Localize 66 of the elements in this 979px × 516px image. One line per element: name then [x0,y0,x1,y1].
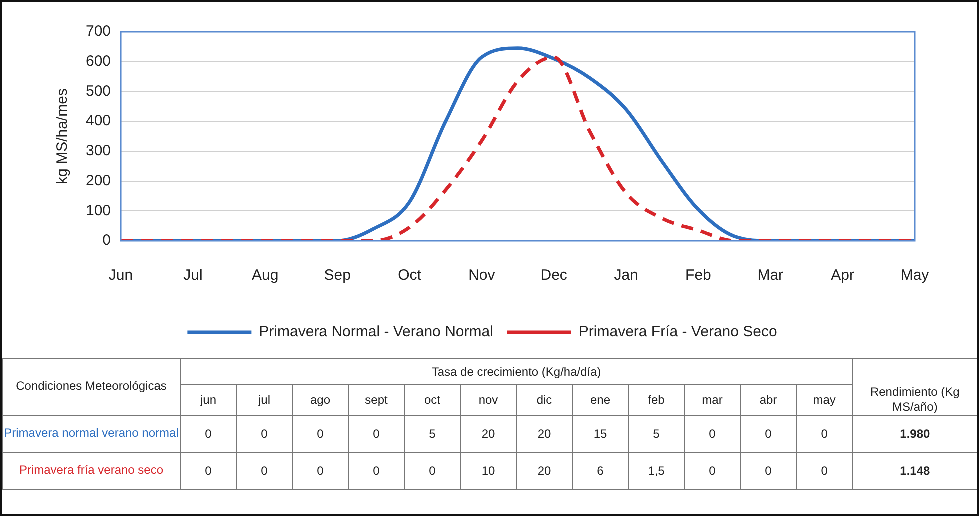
y-tick-label: Primavera fría verano seco [2,452,180,489]
data-label: 20 [516,452,572,489]
data-label: 0 [348,452,404,489]
data-label: 20 [460,415,516,452]
x-tick-label: Feb [686,267,712,284]
data-label: 0 [236,415,292,452]
x-tick-label: Jul [184,267,203,284]
y-axis-title: kg MS/ha/mes [54,88,72,184]
y-axis-title: Condiciones Meteorológicas [2,358,180,415]
y-tick-label: 700 [86,23,112,40]
x-tick-label: Jun [108,267,134,284]
x-tick-label: Oct [398,267,422,284]
x-tick-label: Apr [831,267,854,284]
x-tick-label: abr [740,384,796,415]
data-label: 0 [740,452,796,489]
x-tick-label: Rendimiento (Kg MS/año) [852,384,978,415]
y-tick-label: Primavera normal verano normal [2,415,180,452]
y-tick-label: 300 [86,142,112,160]
data-label: 15 [572,415,628,452]
legend-label: Primavera Fría - Verano Seco [578,324,778,341]
x-tick-label: may [796,384,853,415]
x-tick-label: dic [516,384,572,415]
x-tick-label: May [900,267,930,284]
data-label: 0 [740,415,796,452]
data-label: 0 [404,452,460,489]
y-tick-label: 400 [86,112,112,130]
x-axis-title: Tasa de crecimiento (Kg/ha/día) [180,358,853,384]
data-label: 0 [684,415,740,452]
data-label: 1.148 [852,452,978,489]
data-label: 0 [180,415,236,452]
x-tick-label: Dec [540,267,568,284]
data-label: 5 [628,415,684,452]
data-label: 1,5 [628,452,684,489]
data-label: 0 [292,452,348,489]
x-tick-label: jun [180,384,236,415]
legend-label: Primavera Normal - Verano Normal [259,324,494,341]
x-tick-label: sept [348,384,404,415]
x-tick-label: Jan [614,267,638,284]
x-tick-label: feb [628,384,684,415]
y-tick-label: 500 [86,82,112,100]
x-tick-label: Sep [324,267,351,284]
x-tick-label: ago [292,384,348,415]
x-tick-label: nov [460,384,516,415]
y-tick-label: 100 [86,202,112,220]
data-label: 0 [292,415,348,452]
data-label: 0 [348,415,404,452]
x-tick-label: Mar [758,267,784,284]
data-label: 1.980 [852,415,978,452]
y-tick-label: 200 [86,172,112,190]
data-label: 10 [460,452,516,489]
x-tick-label: mar [684,384,740,415]
x-tick-label: Nov [468,267,496,284]
data-label: 0 [796,452,853,489]
data-label: 6 [572,452,628,489]
x-tick-label: Aug [252,267,279,284]
data-label: 5 [404,415,460,452]
data-label: 0 [684,452,740,489]
x-tick-label: jul [236,384,292,415]
data-label: 0 [236,452,292,489]
x-tick-label: oct [404,384,460,415]
y-tick-label: 600 [86,53,112,70]
data-label: 0 [180,452,236,489]
y-tick-label: 0 [102,232,112,250]
x-tick-label: ene [572,384,628,415]
data-label: 20 [516,415,572,452]
data-label: 0 [796,415,853,452]
